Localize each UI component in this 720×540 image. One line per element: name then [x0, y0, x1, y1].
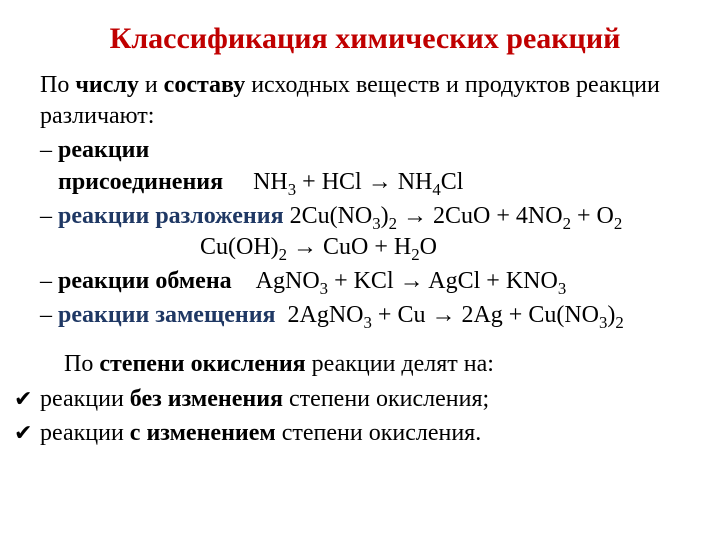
item-pad [284, 203, 290, 229]
intro-text-2: и [139, 72, 164, 98]
item-label: реакции [58, 137, 149, 163]
slide-title: Классификация химических реакций [40, 22, 690, 56]
slide: Классификация химических реакций По числ… [0, 0, 720, 540]
section2-intro: По степени окисления реакции делят на: [40, 349, 690, 380]
item-formula: 2Cu(NO3)2 → 2CuO + 4NO2 + O2 [290, 203, 623, 229]
bullet-item: реакции с изменением степени окисления. [40, 418, 690, 450]
bullet-bold: с изменением [130, 420, 276, 446]
item-label-cont: присоединения [58, 169, 223, 195]
reaction-item: – реакции разложения 2Cu(NO3)2 → 2CuO + … [40, 201, 690, 264]
reaction-list: – реакции– присоединения NH3 + HCl → NH4… [40, 135, 690, 331]
bullet-list: реакции без изменения степени окисления;… [40, 384, 690, 449]
item-pad [223, 169, 253, 195]
item-pad [276, 302, 288, 328]
reaction-item: – реакции обмена AgNO3 + KCl → AgCl + KN… [40, 266, 690, 298]
item-label: реакции разложения [58, 203, 284, 229]
section2-bold: степени окисления [99, 351, 305, 377]
item-formula: AgNO3 + KCl → AgCl + KNO3 [256, 268, 567, 294]
intro-bold-1: числу [75, 72, 138, 98]
bullet-bold: без изменения [130, 386, 283, 412]
item-dash: – [40, 137, 58, 163]
bullet-item: реакции без изменения степени окисления; [40, 384, 690, 416]
section2-text-1: По [64, 351, 99, 377]
bullet-post: степени окисления; [283, 386, 489, 412]
intro-paragraph: По числу и составу исходных веществ и пр… [40, 70, 690, 131]
item-dash: – [40, 268, 58, 294]
reaction-item: – реакции замещения 2AgNO3 + Cu → 2Ag + … [40, 300, 690, 332]
item-formula: 2AgNO3 + Cu → 2Ag + Cu(NO3)2 [288, 302, 624, 328]
bullet-pre: реакции [40, 386, 130, 412]
section2-text-2: реакции делят на: [306, 351, 494, 377]
bullet-pre: реакции [40, 420, 130, 446]
item-dash: – [40, 203, 58, 229]
item-formula-2: Cu(OH)2 → CuO + H2O [200, 232, 690, 264]
bullet-post: степени окисления. [276, 420, 482, 446]
item-label: реакции замещения [58, 302, 276, 328]
section2-pad [40, 351, 64, 377]
item-formula: NH3 + HCl → NH4Cl [253, 169, 463, 195]
item-label: реакции обмена [58, 268, 232, 294]
item-pad [232, 268, 256, 294]
intro-text-1: По [40, 72, 75, 98]
intro-bold-2: составу [164, 72, 246, 98]
reaction-item: – реакции– присоединения NH3 + HCl → NH4… [40, 135, 690, 198]
item-dash: – [40, 302, 58, 328]
